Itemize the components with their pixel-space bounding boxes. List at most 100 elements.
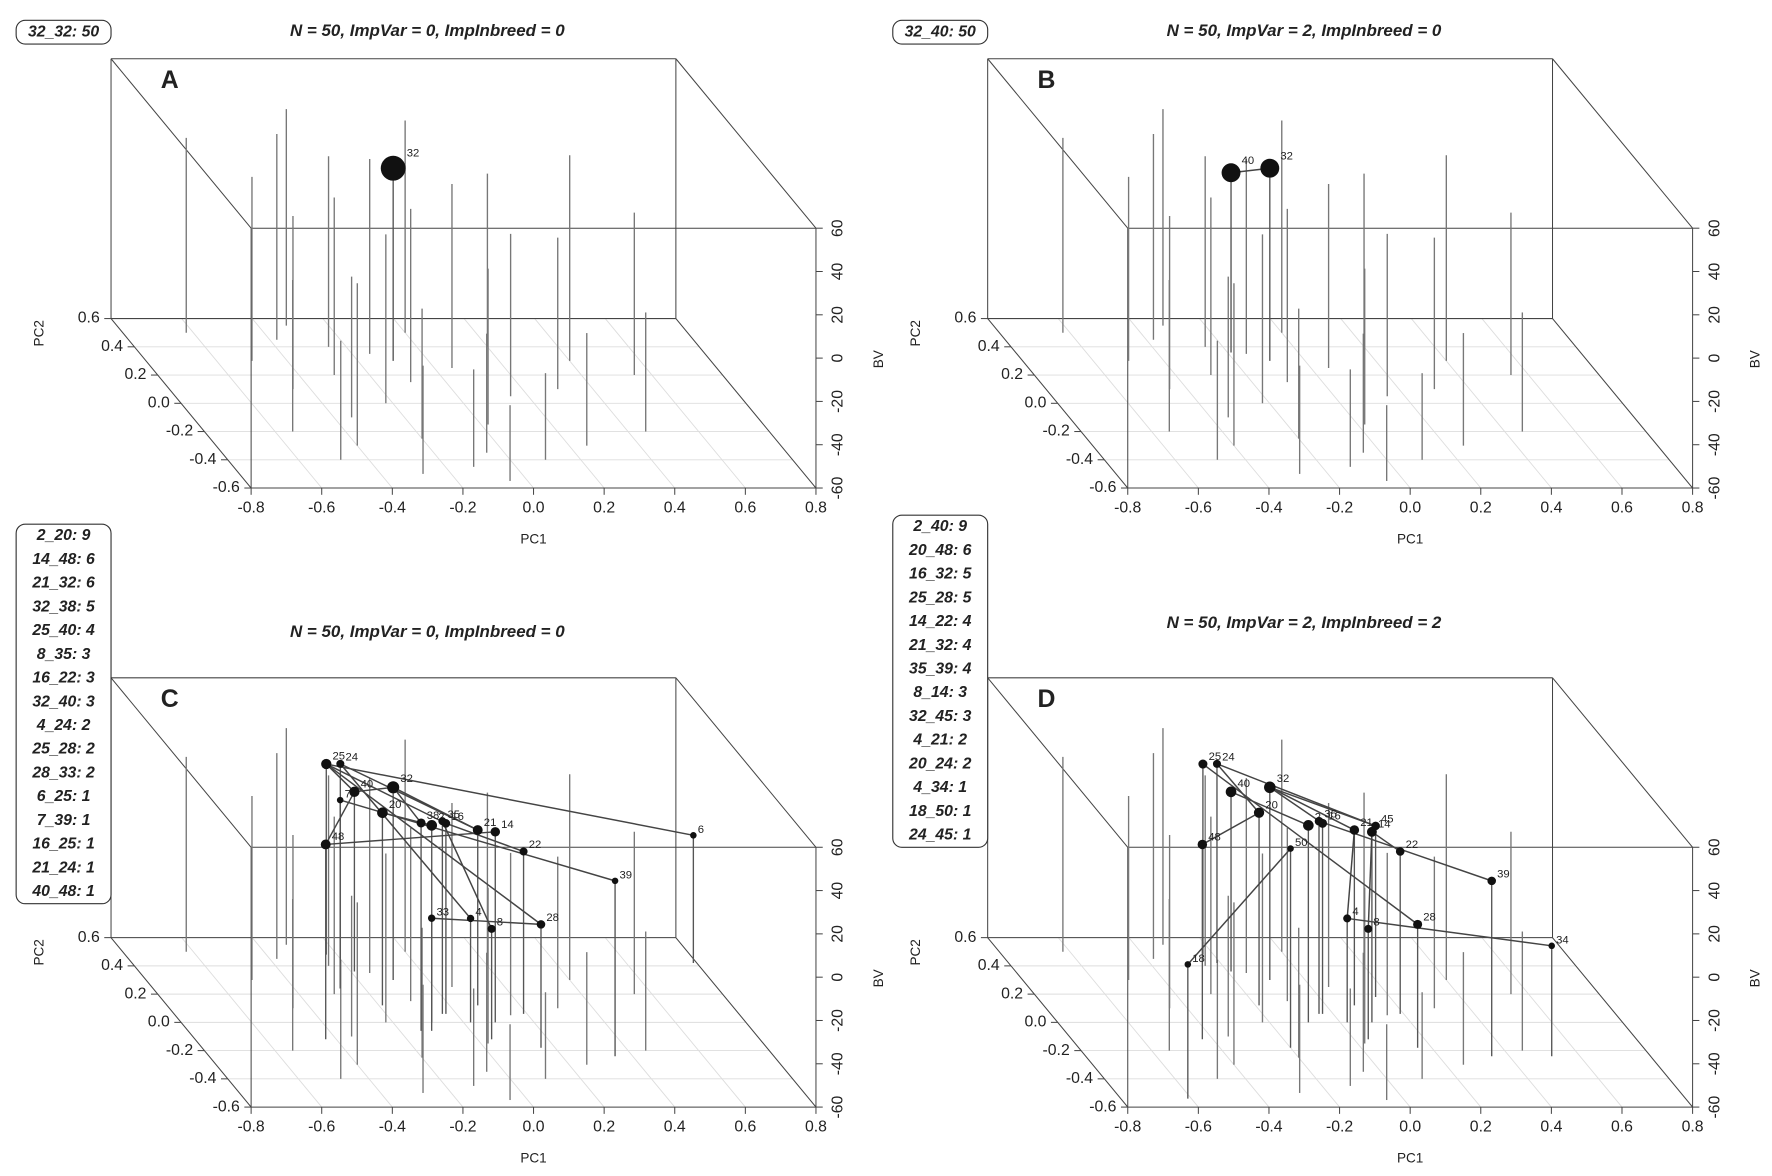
point-label: 32 xyxy=(407,148,420,160)
x-axis-label: PC1 xyxy=(520,532,546,547)
x-tick-label: -0.8 xyxy=(1114,500,1141,517)
point xyxy=(1212,759,1221,768)
point xyxy=(1343,914,1352,923)
point-label: 33 xyxy=(436,906,449,918)
mating-link xyxy=(1367,831,1373,929)
z-tick-label: -40 xyxy=(830,433,847,456)
legend-text: 25_28: 2 xyxy=(31,741,95,758)
legend-text: 25_28: 5 xyxy=(908,589,972,606)
point xyxy=(1221,163,1241,183)
point-label: 28 xyxy=(546,912,559,924)
point xyxy=(1184,961,1192,968)
legend-text: 28_33: 2 xyxy=(31,764,95,781)
point-label: 8 xyxy=(497,917,503,929)
point xyxy=(466,914,475,923)
point xyxy=(1264,781,1276,794)
mating-link xyxy=(1347,917,1552,947)
mating-link xyxy=(1269,786,1355,831)
z-tick-label: 40 xyxy=(830,882,847,900)
point-label: 16 xyxy=(451,811,464,823)
y-tick-label: 0.4 xyxy=(101,338,123,355)
legend-text: 24_45: 1 xyxy=(908,827,971,844)
legend-text: 32_45: 3 xyxy=(909,708,972,725)
x-tick-label: 0.0 xyxy=(1399,500,1421,517)
y-axis-label: PC2 xyxy=(908,939,923,965)
y-tick-label: -0.4 xyxy=(189,451,216,468)
legend-text: 20_48: 6 xyxy=(908,542,972,559)
z-tick-label: 40 xyxy=(1706,263,1723,281)
legend-text: 40_48: 1 xyxy=(31,883,94,900)
x-tick-label: -0.4 xyxy=(1255,1119,1282,1136)
panel-letter: C xyxy=(161,686,179,713)
box-edge xyxy=(110,677,252,848)
box-edge xyxy=(987,58,1129,229)
point-label: 39 xyxy=(1497,868,1510,880)
chart-title: N = 50, ImpVar = 0, ImpInbreed = 0 xyxy=(290,21,565,40)
x-tick-label: -0.2 xyxy=(449,500,476,517)
mating-link xyxy=(1187,848,1292,965)
legend-text: 16_25: 1 xyxy=(32,836,94,853)
mating-link xyxy=(392,786,422,824)
z-tick-label: -60 xyxy=(1706,476,1723,499)
legend-text: 4_34: 1 xyxy=(912,779,967,796)
point-label: 4 xyxy=(475,906,481,918)
panel-letter: A xyxy=(161,67,179,94)
point xyxy=(490,827,501,837)
chart-title: N = 50, ImpVar = 0, ImpInbreed = 0 xyxy=(290,622,565,641)
x-tick-label: 0.8 xyxy=(1682,1119,1704,1136)
z-axis-label: BV xyxy=(1747,350,1762,368)
point xyxy=(1548,942,1555,950)
y-tick-label: 0.4 xyxy=(101,957,123,974)
y-tick-label: 0.4 xyxy=(978,957,1000,974)
point-label: 50 xyxy=(1295,837,1308,849)
point-label: 28 xyxy=(1423,912,1436,924)
mating-link xyxy=(325,763,542,925)
legend-text: 21_24: 1 xyxy=(31,859,94,876)
box-edge xyxy=(675,318,817,489)
legend-text: 32_40: 3 xyxy=(32,693,95,710)
point xyxy=(1225,786,1237,798)
point xyxy=(416,818,426,828)
z-tick-label: -40 xyxy=(830,1052,847,1075)
box-edge xyxy=(675,677,817,848)
x-axis-label: PC1 xyxy=(520,1151,546,1166)
point xyxy=(1413,919,1423,929)
legend-text: 2_40: 9 xyxy=(912,518,967,535)
y-tick-label: 0.0 xyxy=(148,1014,170,1031)
x-tick-label: 0.0 xyxy=(1399,1119,1421,1136)
x-tick-label: 0.8 xyxy=(1682,500,1704,517)
point xyxy=(1303,820,1314,831)
mating-link xyxy=(445,822,524,853)
z-tick-label: -20 xyxy=(830,1009,847,1032)
legend-text: 18_50: 1 xyxy=(909,803,971,820)
legend-text: 6_25: 1 xyxy=(37,788,91,805)
y-tick-label: -0.6 xyxy=(1089,1098,1116,1115)
y-tick-label: -0.2 xyxy=(166,423,193,440)
z-tick-label: 0 xyxy=(1706,973,1723,982)
legend-text: 20_24: 2 xyxy=(908,755,972,772)
z-tick-label: 60 xyxy=(1706,219,1723,237)
point-label: 35 xyxy=(448,809,461,821)
mating-link xyxy=(1346,829,1356,919)
y-tick-label: -0.2 xyxy=(1043,1042,1070,1059)
point xyxy=(1253,807,1265,818)
y-tick-label: -0.4 xyxy=(1066,1070,1093,1087)
legend-text: 32_38: 5 xyxy=(32,598,95,615)
mating-link xyxy=(340,763,479,831)
point xyxy=(536,920,546,929)
z-tick-label: 20 xyxy=(830,925,847,943)
point xyxy=(427,914,436,922)
mating-link xyxy=(1318,820,1492,882)
point xyxy=(1487,876,1497,886)
point-label: 38 xyxy=(427,810,440,822)
x-tick-label: -0.8 xyxy=(238,1119,265,1136)
z-tick-label: 40 xyxy=(830,263,847,281)
point xyxy=(321,758,332,770)
point-label: 18 xyxy=(1192,953,1205,965)
point-label: 34 xyxy=(1556,934,1569,946)
z-tick-label: 60 xyxy=(1706,838,1723,856)
x-axis-label: PC1 xyxy=(1397,1151,1423,1166)
z-tick-label: 0 xyxy=(830,354,847,363)
x-tick-label: 0.6 xyxy=(1611,500,1633,517)
point xyxy=(1197,839,1208,850)
